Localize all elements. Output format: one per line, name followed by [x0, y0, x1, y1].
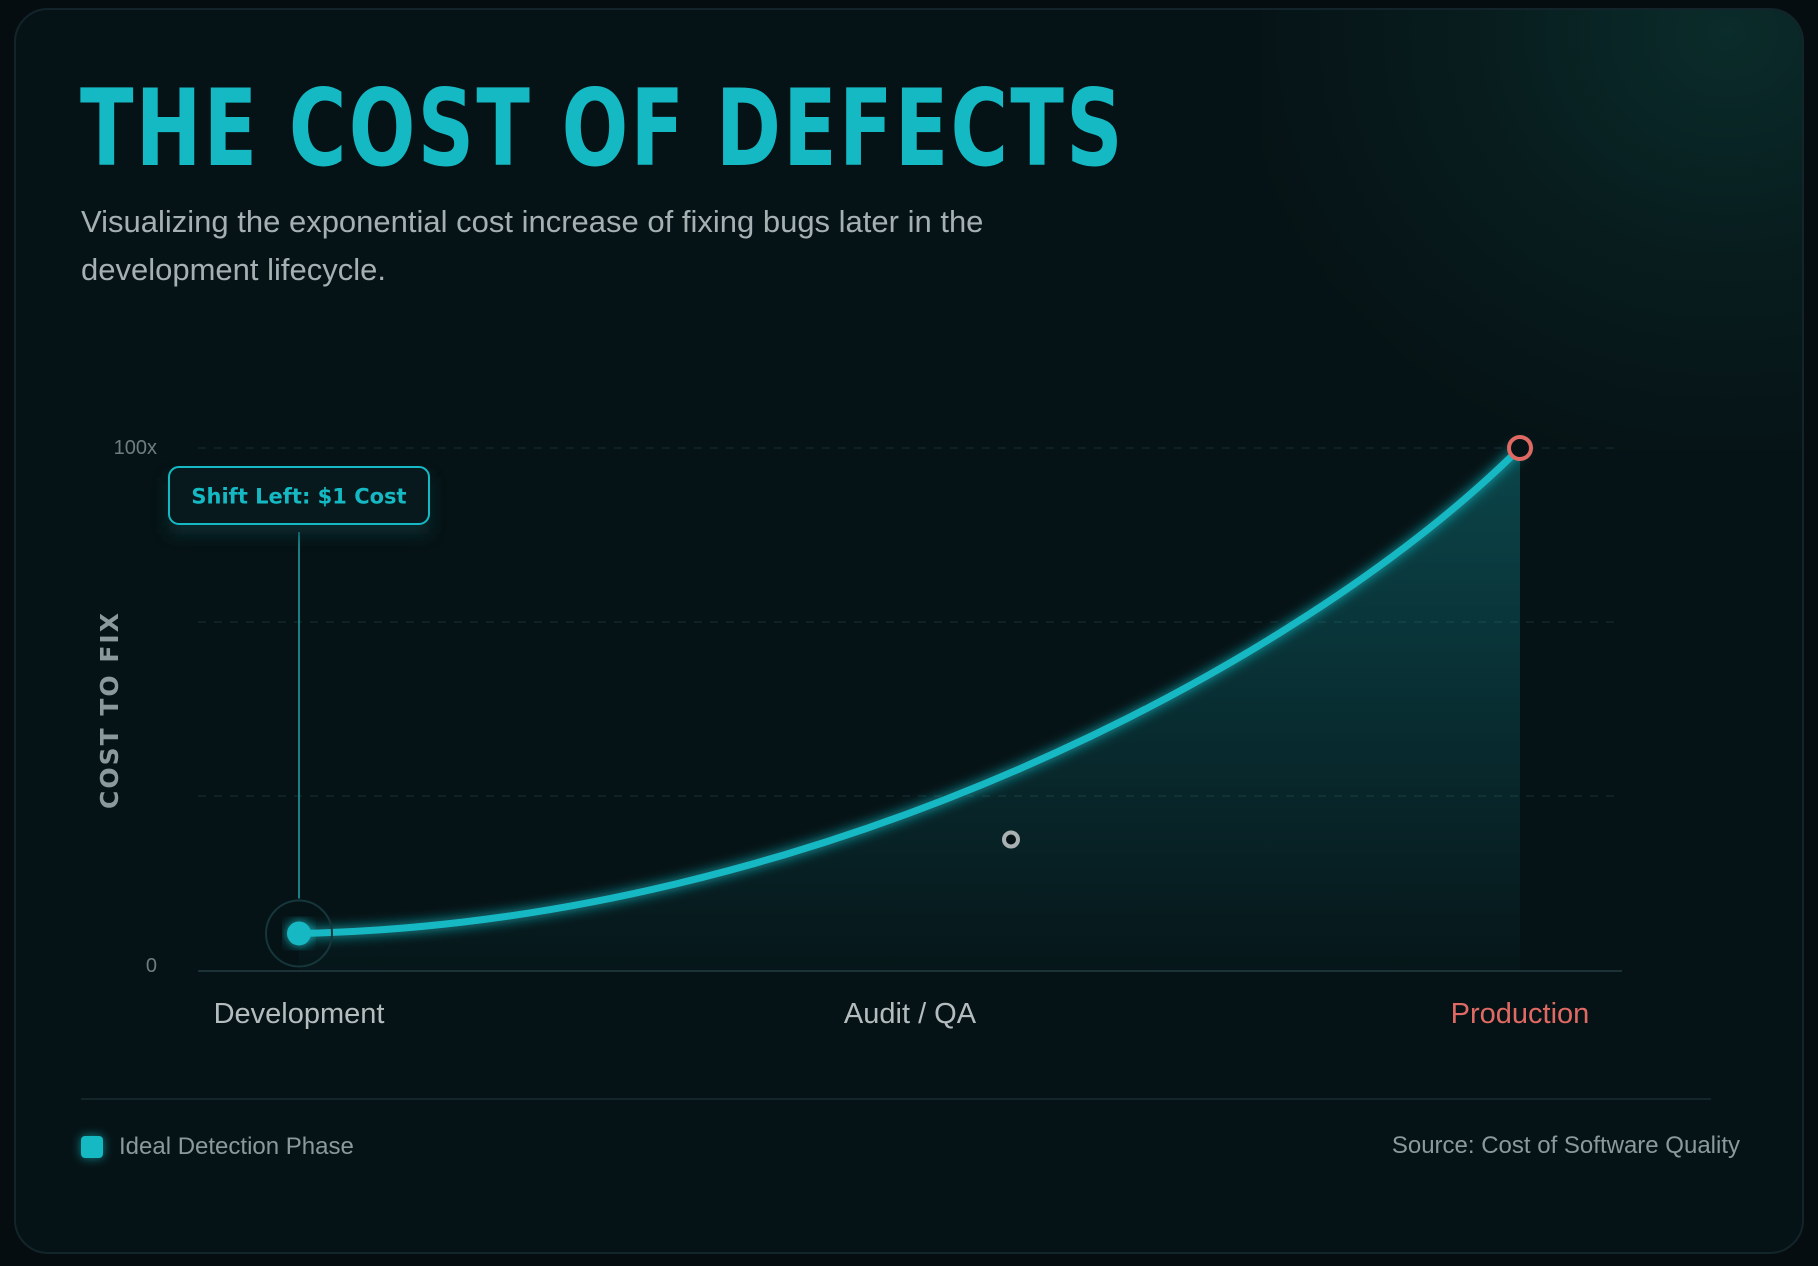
x-tick-label: Development: [214, 998, 385, 1030]
production-point: [1507, 435, 1533, 461]
y-tick-label: 100x: [114, 437, 157, 459]
development-point: [287, 921, 311, 946]
series-line: [295, 444, 1524, 937]
source-note: Source: Cost of Software Quality: [1391, 1132, 1740, 1159]
annotation-label: Shift Left: $1 Cost: [191, 485, 406, 509]
footer-divider: [81, 1098, 1711, 1100]
legend-label: Ideal Detection Phase: [119, 1133, 354, 1160]
audit-qa-point: [1002, 830, 1020, 849]
legend-swatch: [81, 1136, 103, 1158]
development-marker-ring: [265, 899, 333, 968]
area-fill: [299, 448, 1520, 970]
x-tick-label: Production: [1451, 998, 1590, 1030]
page-title: THE COST OF DEFECTS: [80, 67, 1125, 190]
x-tick-label: Audit / QA: [844, 998, 977, 1030]
legend: Ideal Detection Phase: [81, 1133, 354, 1161]
page-subtitle: Visualizing the exponential cost increas…: [81, 204, 984, 287]
y-tick-label: 0: [146, 955, 157, 977]
annotation-box: [168, 466, 430, 525]
y-axis-label: COST TO FIX: [95, 611, 124, 809]
